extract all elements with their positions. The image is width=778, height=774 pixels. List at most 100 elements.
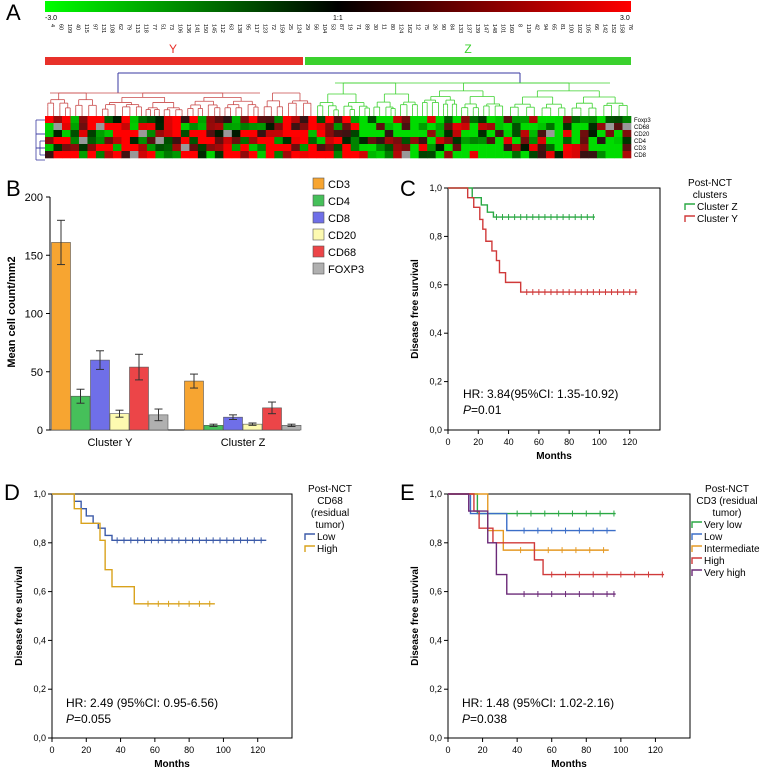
heatmap-cell <box>614 130 623 138</box>
legend-label: CD4 <box>328 196 350 208</box>
heatmap-cell <box>580 116 589 124</box>
p-value-text: P=0.038 <box>462 712 507 726</box>
sample-id: 102 <box>576 24 582 33</box>
sample-id: 137 <box>465 24 471 33</box>
heatmap-cell <box>529 137 538 145</box>
heatmap-cell <box>614 137 623 145</box>
heatmap-cell <box>444 151 453 159</box>
panel-letter-d: D <box>4 480 20 505</box>
heatmap-cell <box>308 130 318 138</box>
heatmap-cell <box>342 130 352 138</box>
row-label: Foxp3 <box>634 118 651 124</box>
colorbar-max-label: 3.0 <box>620 15 630 22</box>
heatmap-cell <box>588 123 598 131</box>
y-tick-label: 0 <box>37 425 43 437</box>
legend-swatch-cd68 <box>312 245 325 258</box>
heatmap-cell <box>563 130 572 138</box>
legend-label: FOXP3 <box>328 264 364 276</box>
heatmap-cell <box>367 123 377 131</box>
sample-id: 139 <box>474 24 480 33</box>
heatmap-cell <box>427 130 436 138</box>
legend-title-line: Post-NCT <box>688 178 732 189</box>
heatmap-cell <box>554 144 564 152</box>
heatmap-cell <box>469 151 479 159</box>
heatmap-cell <box>546 151 555 159</box>
heatmap-cell <box>478 116 487 124</box>
heatmap-cell <box>427 137 436 145</box>
heatmap-cell <box>146 137 156 145</box>
colorbar-min-label: -3.0 <box>45 15 57 22</box>
sample-id: 11 <box>380 24 386 30</box>
heatmap-cell <box>316 151 326 159</box>
heatmap-cell <box>529 123 538 131</box>
heatmap-cell <box>189 137 199 145</box>
km-curve-high <box>52 493 215 605</box>
heatmap-cell <box>435 130 445 138</box>
heatmap-cell <box>427 116 436 124</box>
y-tick-label: 0,4 <box>429 328 442 338</box>
heatmap-cell <box>512 130 521 138</box>
heatmap-cell <box>155 144 165 152</box>
heatmap-cell <box>146 144 156 152</box>
sample-id: 84 <box>448 24 454 30</box>
x-tick-label: 0 <box>445 437 450 447</box>
sample-id: 19 <box>346 24 352 30</box>
y-tick-label: 150 <box>25 250 43 262</box>
heatmap-cell <box>563 116 572 124</box>
sample-id: 53 <box>330 24 336 30</box>
heatmap-cell <box>138 116 148 124</box>
heatmap-cell <box>452 123 462 131</box>
heatmap-cell <box>299 137 309 145</box>
heatmap-cell <box>571 151 581 159</box>
heatmap-cell <box>554 123 564 131</box>
sample-id: 100 <box>567 24 573 33</box>
heatmap-cell <box>197 123 207 131</box>
heatmap-cell <box>367 137 377 145</box>
heatmap-cell <box>512 116 521 124</box>
sample-id: 30 <box>372 24 378 30</box>
heatmap-cell <box>614 144 623 152</box>
heatmap-cell <box>469 130 479 138</box>
heatmap-cell <box>367 151 377 159</box>
panel-b-bar-chart: Mean cell count/mm2 0 50 100 150 200 Cluster … <box>6 177 364 449</box>
x-tick-label: 60 <box>150 745 160 755</box>
heatmap-cell <box>563 144 572 152</box>
heatmap-cell <box>333 151 343 159</box>
sample-id: 159 <box>279 24 285 33</box>
heatmap-cell <box>70 137 80 145</box>
heatmap-cell <box>240 130 250 138</box>
legend-swatch <box>691 533 702 540</box>
sample-id: 150 <box>202 24 208 33</box>
sample-id: 29 <box>304 24 310 30</box>
heatmap-cell <box>486 130 496 138</box>
heatmap-cell <box>486 151 496 159</box>
heatmap-cell <box>189 144 199 152</box>
heatmap-cell <box>248 116 258 124</box>
sample-id: 117 <box>253 24 259 33</box>
heatmap-cell <box>410 123 419 131</box>
legend-swatch <box>691 545 702 552</box>
heatmap-cell <box>53 137 63 145</box>
heatmap-cell <box>206 151 216 159</box>
heatmap-cell <box>248 130 258 138</box>
x-tick-label: 100 <box>592 437 607 447</box>
heatmap-cell <box>597 151 606 159</box>
sample-id: 160 <box>508 24 514 33</box>
heatmap-cell <box>401 123 411 131</box>
heatmap-cell <box>240 144 250 152</box>
heatmap-cell <box>146 116 156 124</box>
heatmap-cell <box>206 144 216 152</box>
heatmap-cell <box>70 130 80 138</box>
heatmap-cell <box>359 130 369 138</box>
heatmap-cell <box>112 137 122 145</box>
y-tick-label: 0,0 <box>33 733 46 743</box>
heatmap-cell <box>87 130 97 138</box>
heatmap-cell <box>512 137 521 145</box>
heatmap-cell <box>316 137 326 145</box>
heatmap-cell <box>435 151 445 159</box>
heatmap-cell <box>537 137 547 145</box>
heatmap-cell <box>138 123 148 131</box>
heatmap-cell <box>104 123 114 131</box>
row-label: CD8 <box>634 153 647 159</box>
sample-id: 90 <box>440 24 446 30</box>
